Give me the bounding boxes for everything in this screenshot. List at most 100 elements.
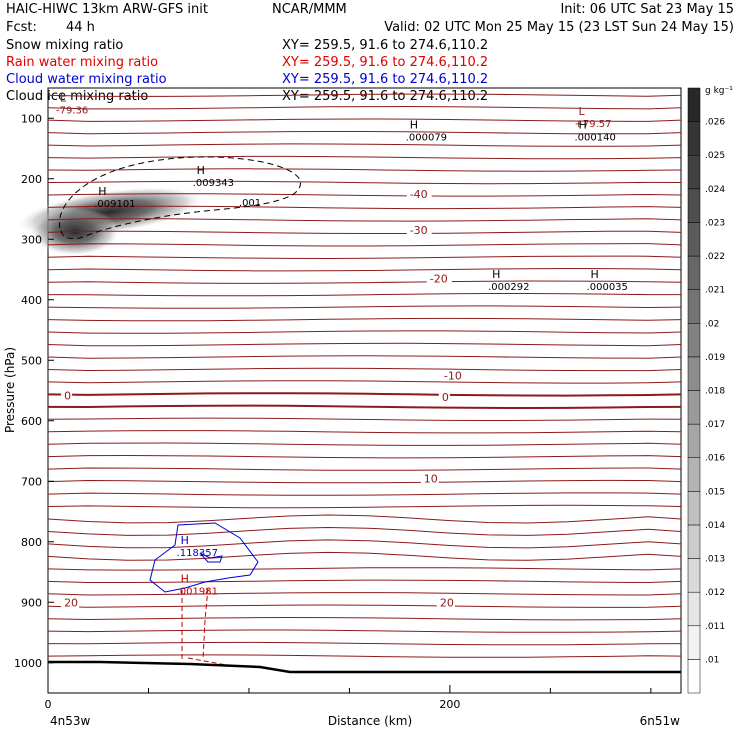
isotherm-line [47,93,682,97]
extremum-marker-9: H [181,572,189,585]
isotherm-label-5: 0 [442,391,449,404]
colorbar-swatch [687,323,701,358]
colorbar-level: .017 [705,420,725,430]
isotherm-line [47,417,682,422]
isotherm-line [47,641,682,646]
isotherm-label-2: -20 [430,273,448,286]
isotherm-line [47,230,682,234]
extremum-marker-1: L [578,105,585,118]
colorbar-swatch [687,154,701,190]
extremum-value-1: +79.57 [574,119,611,130]
terrain-line [48,660,681,674]
x-tick-label: 0 [45,698,52,711]
isotherm-line [47,293,682,297]
colorbar-level: .01 [705,655,719,665]
isotherm-label-0: -40 [410,188,428,201]
colorbar-level: .022 [705,252,725,262]
x-tick-label: 200 [439,698,460,711]
isotherm-line [47,654,682,658]
colorbar-level: .023 [705,218,725,228]
colorbar-level: .011 [705,622,725,632]
isotherm-line [47,118,682,122]
isotherm-line [47,551,682,561]
isotherm-label-bg [438,392,450,404]
colorbar-swatch [687,591,701,627]
isotherm-line [47,280,682,284]
x-left-endpoint: 4n53w [50,714,91,728]
isotherm-label-4: 0 [64,389,71,402]
colorbar-level: .015 [705,487,725,497]
isotherm-label-8: 20 [440,596,454,609]
colorbar-level: .014 [705,521,725,531]
colorbar-level: .012 [705,588,725,598]
colorbar-swatch [687,121,701,156]
colorbar-units: g kg⁻¹ [705,86,733,96]
isotherm-line [47,342,682,347]
isotherm-label-3: -10 [444,369,462,382]
isotherm-label-bg [61,390,73,402]
extremum-value-5: .009101 [94,199,135,210]
isotherm-line [47,579,682,584]
isotherm-label-bg [61,597,80,609]
isotherm-label-6: 10 [424,472,438,485]
extremum-marker-0: L [60,91,67,104]
isotherm-labels: -40 -30 -20 -10 0 0 10 20 20 [61,188,466,609]
isotherm-line [47,243,682,247]
extremum-marker-2: H [578,119,586,132]
extremum-marker-6: H [492,268,500,281]
x-axis-label: Distance (km) [328,714,412,728]
colorbar: .01 .011 .012 .013 .014 .015 .016 .017 .018 .019.… [687,87,725,694]
isotherm-line [47,492,682,496]
y-tick-label: 900 [21,596,42,609]
colorbar-level: .024 [705,185,725,195]
colorbar-level: .02 [705,319,719,329]
contour-label-0: .001 [239,198,261,209]
y-tick-label: 400 [21,294,42,307]
isotherm-line [47,330,682,334]
colorbar-swatch [687,625,701,660]
y-axis: 100 200 300 400 500 600 700 800 900 1000 [14,112,54,670]
field-xy-2: XY= 259.5, 91.6 to 274.6,110.2 [282,72,488,87]
isotherm-line [47,193,682,197]
isotherm-line [47,616,682,621]
x-axis: 0 200 [45,685,652,711]
isotherm-line [47,514,682,524]
extremum-marker-4: H [197,164,205,177]
colorbar-level: .019 [705,353,725,363]
y-tick-label: 300 [21,233,42,246]
colorbar-swatch [687,390,701,425]
init-time: Init: 06 UTC Sat 23 May 15 [560,2,734,17]
isotherm-label-bg [420,473,439,485]
colorbar-level: .025 [705,151,725,161]
isotherm-line [47,404,682,410]
y-axis-label: Pressure (hPa) [3,347,17,433]
rain-contour [181,587,233,667]
field-xy-0: XY= 259.5, 91.6 to 274.6,110.2 [282,38,488,53]
x-right-endpoint: 6n51w [640,714,681,728]
isotherm-line [47,267,682,272]
plot-area: L-79.36 L+79.57H.000140H.000079H.009343H.… [15,87,682,694]
y-tick-label: 700 [21,475,42,488]
y-tick-label: 600 [21,415,42,428]
isotherm-line [47,467,682,471]
isotherm-line [47,367,682,372]
isotherm-line [47,504,682,509]
extrema-labels: L-79.36 L+79.57H.000140H.000079H.009343H.… [56,91,628,597]
temperature-isotherms [47,93,682,658]
isotherm-line [47,430,682,434]
cloud-ice-contour [58,156,301,239]
isotherm-label-bg [426,273,452,285]
y-tick-label: 200 [21,173,42,186]
extremum-marker-7: H [591,268,599,281]
isotherm-line [47,143,682,147]
isotherm-line [47,180,682,185]
colorbar-swatch [687,356,701,391]
y-tick-label: 1000 [14,657,42,670]
cloud-water-contour [149,522,259,593]
isotherm-line [47,526,682,536]
isotherm-line [47,629,682,633]
field-name-0: Snow mixing ratio [6,38,123,53]
isotherm-line [47,131,682,135]
